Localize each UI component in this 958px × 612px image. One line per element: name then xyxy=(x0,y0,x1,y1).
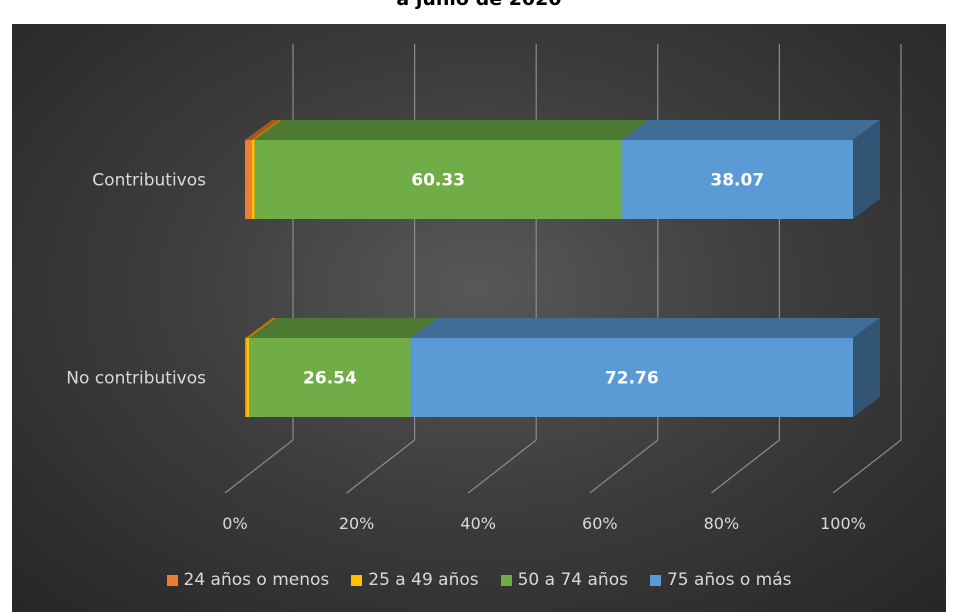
chart-panel: 0% 20% 40% 60% 80% 100% 60.33 38.07 Contributivo… xyxy=(12,24,946,612)
legend-swatch xyxy=(166,574,178,586)
legend: 24 años o menos 25 a 49 años 50 a 74 años 7… xyxy=(12,567,946,593)
bar-top xyxy=(254,120,649,140)
legend-label: 25 a 49 años xyxy=(368,570,479,590)
gridline-floor xyxy=(711,439,780,494)
gridline-floor xyxy=(224,439,294,494)
gridline-floor xyxy=(589,439,659,494)
bar-top xyxy=(621,120,880,140)
bar-segment xyxy=(249,338,411,417)
category-label: Contributivos xyxy=(92,171,206,191)
bar-segment xyxy=(254,140,622,219)
legend-label: 50 a 74 años xyxy=(517,570,628,590)
legend-item: 75 años o más xyxy=(649,570,792,590)
bar-segment xyxy=(245,140,252,219)
bar-top xyxy=(246,318,277,338)
gridline-floor xyxy=(346,439,415,494)
bar-segment xyxy=(410,338,853,417)
bar-top xyxy=(410,318,880,338)
chart-plot: 0% 20% 40% 60% 80% 100% 60.33 38.07 Contributivo… xyxy=(66,44,902,534)
legend-swatch xyxy=(500,574,512,586)
legend-label: 24 años o menos xyxy=(183,570,330,590)
x-tick-label: 100% xyxy=(820,514,866,533)
bar-top xyxy=(249,318,438,338)
x-tick-label: 80% xyxy=(704,514,740,533)
x-tick-label: 40% xyxy=(460,514,496,533)
x-tick-label: 60% xyxy=(582,514,618,533)
data-label: 60.33 xyxy=(411,171,465,191)
bar-segment xyxy=(621,140,853,219)
legend-label: 75 años o más xyxy=(666,570,792,590)
category-label: No contributivos xyxy=(66,369,206,389)
x-tick-label: 20% xyxy=(339,514,375,533)
data-label: 72.76 xyxy=(605,369,659,389)
labels: 0% 20% 40% 60% 80% 100% 60.33 38.07 Contributivo… xyxy=(66,171,866,534)
bar-end xyxy=(853,318,880,417)
legend-item: 24 años o menos xyxy=(166,570,330,590)
title-strip: a junio de 2020 xyxy=(0,0,958,24)
data-label: 38.07 xyxy=(710,171,764,191)
bar-segment xyxy=(246,338,250,417)
legend-item: 50 a 74 años xyxy=(500,570,628,590)
legend-item: 25 a 49 años xyxy=(351,570,479,590)
bar-segment xyxy=(251,140,255,219)
gridline-floor xyxy=(832,439,902,494)
legend-swatch xyxy=(351,574,363,586)
bar-top xyxy=(245,318,274,338)
gridline-floor xyxy=(467,439,537,494)
legend-swatch xyxy=(649,574,661,586)
bars xyxy=(245,120,880,417)
bar-end xyxy=(853,120,880,219)
bar-top xyxy=(251,120,282,140)
data-label: 26.54 xyxy=(303,369,357,389)
x-tick-label: 0% xyxy=(222,514,247,533)
chart-title: a junio de 2020 xyxy=(0,0,958,10)
gridlines xyxy=(224,44,902,494)
bar-segment xyxy=(245,338,247,417)
bar-top xyxy=(245,120,279,140)
